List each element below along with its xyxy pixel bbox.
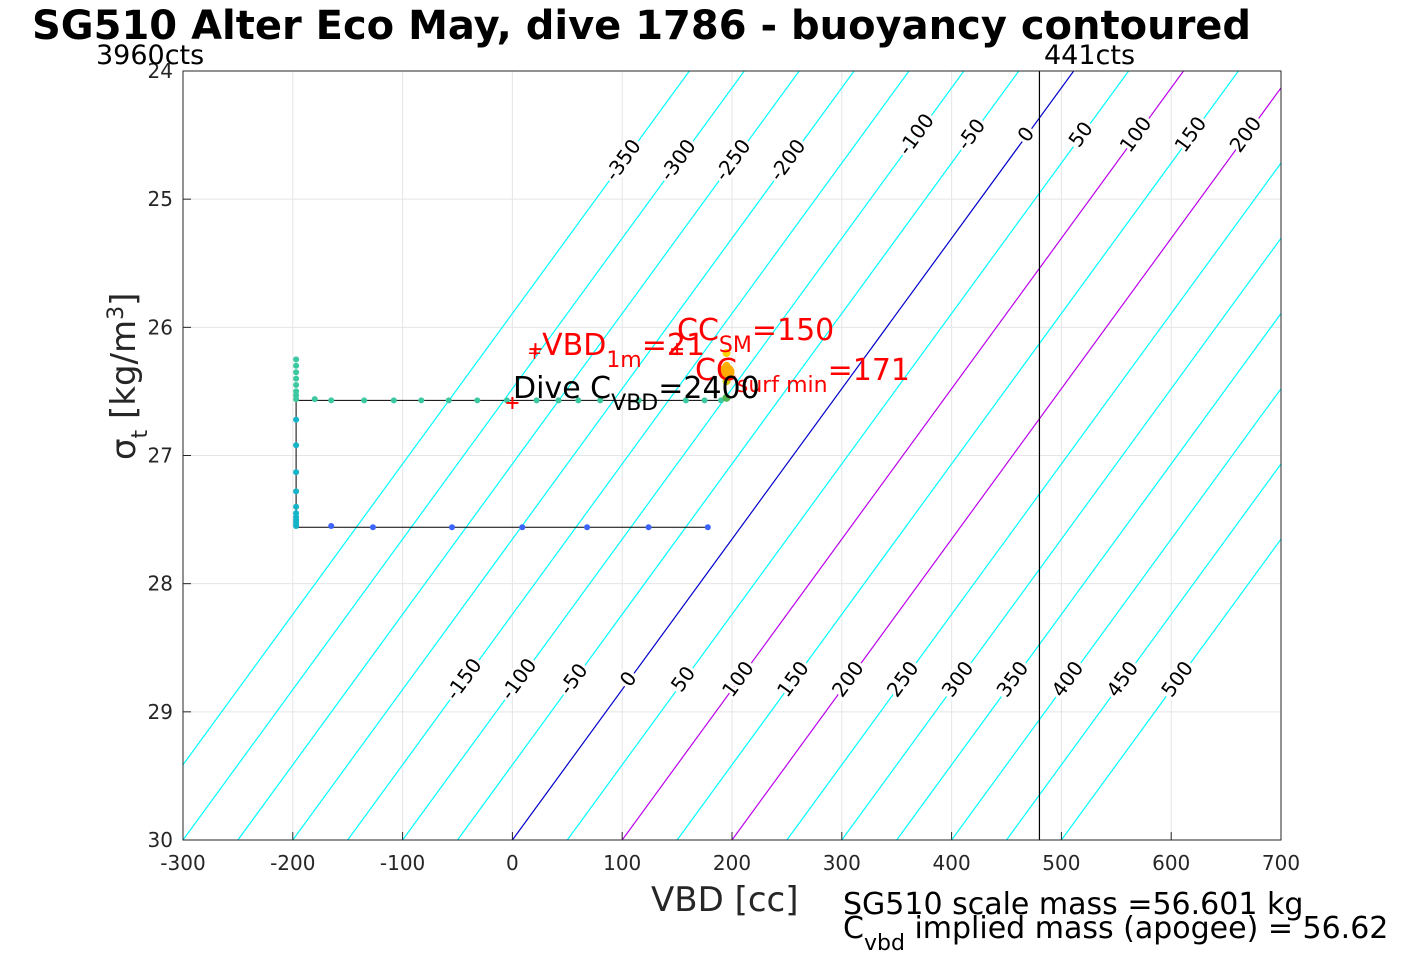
contour-label-top: -50 xyxy=(951,114,990,155)
contour-label-bottom: 100 xyxy=(717,656,759,701)
contour-label-top: -350 xyxy=(600,134,646,185)
descent-point xyxy=(293,382,299,388)
mid-point xyxy=(293,442,299,448)
ascent-point xyxy=(705,524,711,530)
x-axis-label: VBD [cc] xyxy=(651,880,799,920)
contour-label-top: -250 xyxy=(709,134,755,185)
descent-point xyxy=(293,356,299,362)
y-tick-label: 28 xyxy=(148,572,173,596)
mid-point xyxy=(293,469,299,475)
x-tick-label: -200 xyxy=(270,851,315,875)
descent-point xyxy=(293,369,299,375)
contour-label-top: 0 xyxy=(1012,122,1039,146)
ascent-point xyxy=(449,524,455,530)
ascent-point xyxy=(646,524,652,530)
x-tick-label: 0 xyxy=(506,851,519,875)
contour-label-top: 50 xyxy=(1063,117,1097,152)
ascent-point xyxy=(370,524,376,530)
contour-label-bottom: 0 xyxy=(615,667,642,691)
descent-point xyxy=(328,397,334,403)
profile-path xyxy=(296,400,726,527)
ascent-point xyxy=(584,524,590,530)
x-tick-label: 700 xyxy=(1262,851,1300,875)
x-tick-label: 500 xyxy=(1042,851,1080,875)
contour-label-bottom: -100 xyxy=(495,654,541,705)
y-tick-label: 26 xyxy=(148,315,173,339)
left-counts-label: 3960cts xyxy=(96,42,204,69)
ascent-point xyxy=(328,523,334,529)
contour-label-bottom: 50 xyxy=(666,662,700,697)
ascent-point xyxy=(519,524,525,530)
descent-point xyxy=(312,396,318,402)
y-tick-label: 30 xyxy=(148,828,173,852)
contour-label-bottom: 150 xyxy=(772,656,814,701)
descent-point xyxy=(446,397,452,403)
cc-sm-annotation: CCSM=150 xyxy=(677,316,834,346)
grid-lines xyxy=(183,71,1281,840)
contour-label-top: -200 xyxy=(764,134,810,185)
mid-point xyxy=(293,523,299,529)
descent-point xyxy=(418,397,424,403)
contour-label-top: -300 xyxy=(655,134,701,185)
mid-point xyxy=(293,504,299,510)
contour-label-bottom: 500 xyxy=(1156,656,1198,701)
contour-label-bottom: 450 xyxy=(1101,656,1143,701)
y-tick-label: 29 xyxy=(148,700,173,724)
implied-mass-label: Cvbd implied mass (apogee) = 56.62 xyxy=(843,914,1388,944)
contour-label-bottom: 400 xyxy=(1046,656,1088,701)
descent-point xyxy=(474,397,480,403)
x-tick-label: -300 xyxy=(160,851,205,875)
y-tick-label: 27 xyxy=(148,444,173,468)
x-tick-label: 200 xyxy=(713,851,751,875)
descent-point xyxy=(361,397,367,403)
x-tick-label: 600 xyxy=(1152,851,1190,875)
contour-label-bottom: 300 xyxy=(937,656,979,701)
y-axis-label: σt [kg/m3] xyxy=(104,293,144,460)
contour-label-top: 150 xyxy=(1169,112,1211,157)
contour-label-bottom: -50 xyxy=(554,659,593,700)
y-tick-label: 25 xyxy=(148,187,173,211)
x-tick-label: 400 xyxy=(933,851,971,875)
contour-label-bottom: 200 xyxy=(827,656,869,701)
dive-profile xyxy=(296,400,726,527)
contour-label-top: -100 xyxy=(893,109,939,160)
x-tick-label: -100 xyxy=(380,851,425,875)
right-counts-label: 441cts xyxy=(1044,42,1135,69)
x-tick-label: 100 xyxy=(603,851,641,875)
mid-point xyxy=(293,417,299,423)
descent-point xyxy=(293,363,299,369)
contour-label-bottom: 250 xyxy=(882,656,924,701)
contour-label-top: 100 xyxy=(1115,112,1157,157)
contour-label-top: 200 xyxy=(1224,112,1266,157)
contour-label-bottom: -150 xyxy=(440,654,486,705)
dive-cvbd-annotation: Dive CVBD=2400 xyxy=(513,374,760,404)
descent-point xyxy=(293,396,299,402)
contour-label-bottom: 350 xyxy=(991,656,1033,701)
descent-point xyxy=(293,376,299,382)
mid-point xyxy=(293,488,299,494)
x-tick-label: 300 xyxy=(823,851,861,875)
descent-point xyxy=(391,397,397,403)
